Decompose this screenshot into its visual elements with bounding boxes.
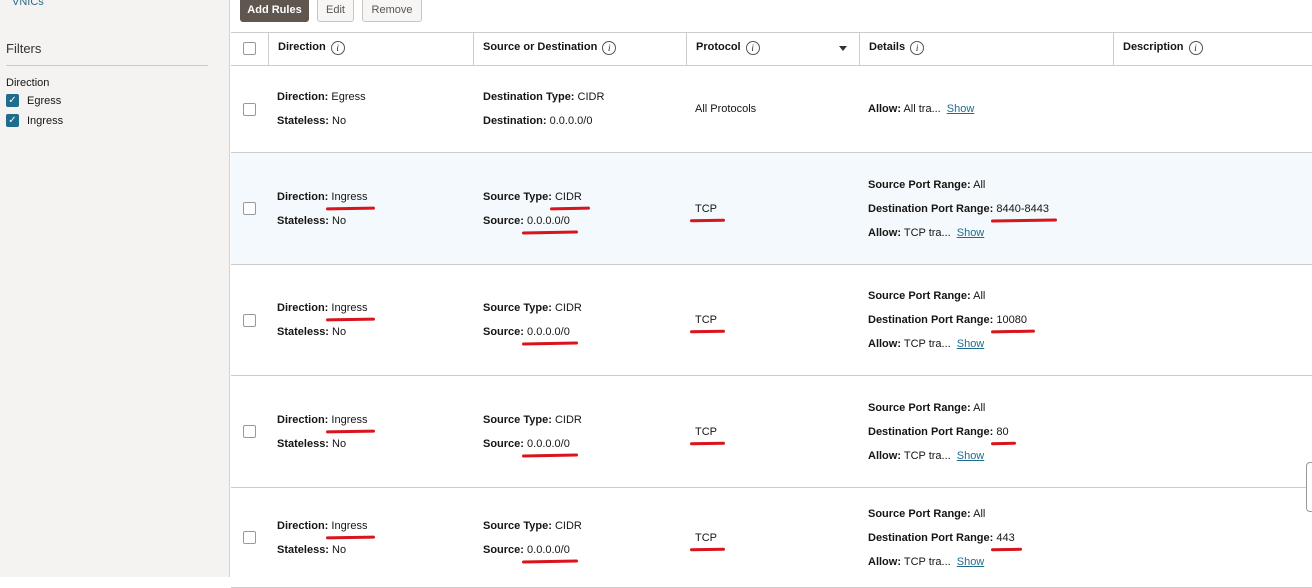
info-icon[interactable]: i [330, 41, 345, 55]
protocol-cell: TCP [695, 314, 717, 326]
info-icon[interactable]: i [910, 41, 925, 55]
checkbox-checked-icon[interactable]: ✓ [6, 94, 19, 107]
scroll-handle[interactable] [1306, 462, 1312, 512]
details-cell: Source Port Range: All Destination Port R… [868, 178, 1049, 239]
direction-cell: Direction: Egress Stateless: No [277, 91, 366, 127]
filter-label: Ingress [27, 114, 64, 127]
col-protocol[interactable]: Protocol i [686, 33, 859, 66]
filter-ingress[interactable]: ✓ Ingress [6, 114, 63, 127]
table-row[interactable]: Direction: Egress Stateless: No Destinat… [231, 66, 1312, 153]
table-row[interactable]: Direction: Ingress Stateless: No Source … [231, 488, 1312, 588]
row-checkbox[interactable] [243, 313, 256, 327]
direction-cell: Direction: Ingress Stateless: No [277, 413, 368, 450]
info-icon[interactable]: i [602, 41, 617, 55]
direction-filter-label: Direction [6, 77, 50, 89]
table-header: Direction i Source or Destination i Protoc… [231, 32, 1312, 66]
filter-egress[interactable]: ✓ Egress [6, 94, 61, 107]
table-row[interactable]: Direction: Ingress Stateless: No Source … [231, 265, 1312, 376]
row-checkbox[interactable] [243, 531, 256, 544]
protocol-cell: TCP [695, 531, 717, 544]
show-link[interactable]: Show [956, 449, 985, 462]
remove-button[interactable]: Remove [362, 0, 422, 22]
protocol-cell: All Protocols [695, 103, 757, 115]
details-cell: Source Port Range: All Destination Port R… [868, 290, 1027, 350]
col-description[interactable]: Description i [1113, 33, 1312, 66]
source-cell: Source Type: CIDR Source: 0.0.0.0/0 [483, 519, 582, 556]
show-link[interactable]: Show [956, 338, 985, 350]
select-all-checkbox[interactable] [243, 42, 256, 55]
protocol-cell: TCP [695, 202, 717, 215]
row-checkbox[interactable] [243, 202, 256, 215]
filter-label: Egress [27, 94, 62, 107]
direction-cell: Direction: Ingress Stateless: No [277, 519, 368, 556]
rules-panel: Add Rules Edit Remove Direction i Source … [231, 0, 1312, 588]
vnics-link[interactable]: VNICs [12, 0, 44, 8]
checkbox-checked-icon[interactable]: ✓ [6, 114, 19, 127]
details-cell: Source Port Range: All Destination Port R… [868, 507, 1015, 568]
details-cell: Allow: All tra... Show [868, 103, 975, 115]
row-checkbox[interactable] [243, 102, 256, 116]
source-cell: Source Type: CIDR Source: 0.0.0.0/0 [483, 413, 582, 450]
direction-cell: Direction: Ingress Stateless: No [277, 302, 368, 338]
sort-dropdown-icon[interactable] [839, 46, 847, 51]
divider [6, 65, 208, 66]
show-link[interactable]: Show [946, 103, 975, 115]
filters-title: Filters [6, 41, 42, 56]
edit-button[interactable]: Edit [317, 0, 354, 22]
table-row[interactable]: Direction: Ingress Stateless: No Source … [231, 153, 1312, 265]
show-link[interactable]: Show [956, 555, 985, 568]
source-cell: Source Type: CIDR Source: 0.0.0.0/0 [483, 190, 582, 227]
col-direction[interactable]: Direction i [268, 33, 473, 66]
protocol-cell: TCP [695, 425, 717, 438]
direction-cell: Direction: Ingress Stateless: No [277, 190, 368, 227]
info-icon[interactable]: i [745, 41, 760, 55]
source-cell: Destination Type: CIDR Destination: 0.0.… [483, 91, 605, 127]
details-cell: Source Port Range: All Destination Port R… [868, 401, 1009, 462]
add-rules-button[interactable]: Add Rules [240, 0, 309, 22]
show-link[interactable]: Show [956, 226, 985, 239]
table-row[interactable]: Direction: Ingress Stateless: No Source … [231, 376, 1312, 488]
col-details[interactable]: Details i [859, 33, 1113, 66]
sidebar: VNICs Filters Direction ✓ Egress ✓ Ingress [0, 0, 230, 577]
row-checkbox[interactable] [243, 425, 256, 438]
info-icon[interactable]: i [1188, 41, 1203, 55]
source-cell: Source Type: CIDR Source: 0.0.0.0/0 [483, 302, 582, 338]
col-source-destination[interactable]: Source or Destination i [473, 33, 686, 66]
